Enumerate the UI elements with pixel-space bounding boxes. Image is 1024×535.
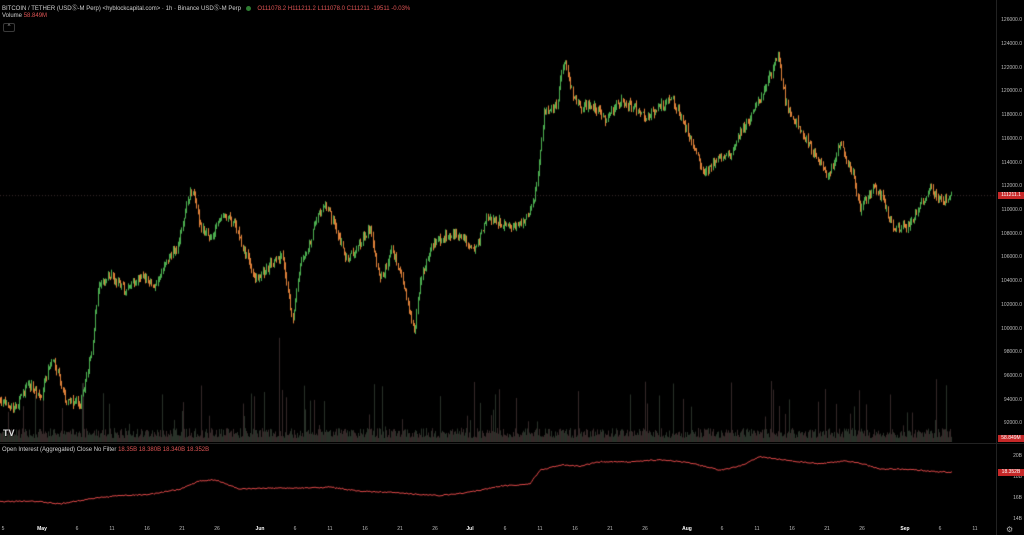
date-axis-label: 6 xyxy=(720,526,724,532)
symbol-title: BITCOIN / TETHER (USDⓈ-M Perp) <hyblockc… xyxy=(2,6,161,12)
date-axis-label: May xyxy=(37,526,47,532)
date-axis-label: 11 xyxy=(537,526,543,532)
date-axis-label: 26 xyxy=(432,526,438,532)
oi-label: Open Interest (Aggregated) Close No Filt… xyxy=(2,447,117,453)
price-axis-label: 100000.0 xyxy=(1001,325,1022,332)
volume-tag: 58.849M xyxy=(998,435,1024,442)
price-axis-label: 96000.0 xyxy=(1003,372,1022,379)
volume-value: 58.849M xyxy=(23,13,48,19)
price-axis-label: 120000.0 xyxy=(1001,88,1022,95)
date-axis-label: 16 xyxy=(362,526,368,532)
price-axis-label: 126000.0 xyxy=(1001,17,1022,24)
date-axis[interactable]: 5 May 6 11 16 21 26 Jun 6 11 16 21 26 Jul 6 11 16 21 26 Aug… xyxy=(0,525,996,535)
pane-divider[interactable] xyxy=(0,443,1024,444)
oi-axis-label: 16B xyxy=(1013,494,1022,501)
date-axis-label: 26 xyxy=(642,526,648,532)
price-axis-label: 98000.0 xyxy=(1003,349,1022,356)
date-axis-label: 21 xyxy=(607,526,613,532)
volume-legend: Volume 58.849M xyxy=(2,13,47,19)
oi-axis-label: 18B xyxy=(1013,473,1022,480)
price-axis-label: 122000.0 xyxy=(1001,64,1022,71)
price-axis-label: 116000.0 xyxy=(1001,135,1022,142)
date-axis-label: 11 xyxy=(754,526,760,532)
price-axis-label: 112000.0 xyxy=(1001,183,1022,190)
date-axis-label: 11 xyxy=(972,526,978,532)
date-axis-label: 26 xyxy=(214,526,220,532)
oi-current-tag: 18.352B xyxy=(998,468,1024,476)
date-axis-label: Sep xyxy=(900,526,910,532)
date-axis-label: 16 xyxy=(572,526,578,532)
symbol-legend: BITCOIN / TETHER (USDⓈ-M Perp) <hyblockc… xyxy=(2,6,411,12)
current-price-tag: 111211.1 xyxy=(998,192,1024,200)
price-axis-label: 106000.0 xyxy=(1001,254,1022,261)
oi-axis-label: 14B xyxy=(1013,515,1022,522)
date-axis-label: 21 xyxy=(179,526,185,532)
price-axis-label: 94000.0 xyxy=(1003,396,1022,403)
date-axis-label: Jul xyxy=(466,526,474,532)
oi-values: 18.35B 18.380B 18.340B 18.352B xyxy=(118,447,210,453)
date-axis-label: 6 xyxy=(293,526,297,532)
tradingview-logo[interactable]: TV xyxy=(3,428,15,438)
date-axis-label: 21 xyxy=(824,526,830,532)
price-axis[interactable]: 126000.0 124000.0 122000.0 120000.0 118000.0… xyxy=(996,0,1024,442)
interval-label: 1h xyxy=(165,6,173,12)
date-axis-label: 21 xyxy=(397,526,403,532)
date-axis-label: 11 xyxy=(109,526,115,532)
date-axis-label: 5 xyxy=(1,526,5,532)
oi-axis-label: 20B xyxy=(1013,452,1022,459)
exchange-label: Binance USDⓈ-M Perp xyxy=(177,6,241,12)
date-axis-label: 16 xyxy=(144,526,150,532)
date-axis-label: Jun xyxy=(255,526,265,532)
date-axis-label: 11 xyxy=(327,526,333,532)
price-chart[interactable] xyxy=(0,0,996,442)
oi-legend: Open Interest (Aggregated) Close No Filt… xyxy=(2,447,209,453)
price-axis-label: 108000.0 xyxy=(1001,230,1022,237)
price-axis-label: 92000.0 xyxy=(1003,420,1022,427)
price-axis-label: 114000.0 xyxy=(1001,159,1022,166)
axis-border xyxy=(996,0,997,535)
date-axis-label: 16 xyxy=(789,526,795,532)
date-axis-label: 6 xyxy=(938,526,942,532)
date-axis-label: 6 xyxy=(503,526,507,532)
price-axis-label: 104000.0 xyxy=(1001,278,1022,285)
collapse-legend-button[interactable]: ^ xyxy=(3,23,15,32)
price-axis-label: 102000.0 xyxy=(1001,301,1022,308)
open-interest-chart[interactable] xyxy=(0,445,996,525)
date-axis-label: 26 xyxy=(859,526,865,532)
oi-axis[interactable]: 20B 18B 16B 14B 18.352B xyxy=(996,445,1024,525)
gear-icon[interactable]: ⚙ xyxy=(1006,525,1014,534)
volume-label: Volume xyxy=(2,13,23,19)
date-axis-label: Aug xyxy=(682,526,692,532)
price-axis-label: 110000.0 xyxy=(1001,206,1022,213)
date-axis-label: 6 xyxy=(75,526,79,532)
ohlc-values: O111078.2 H111211.2 L111078.0 C111211 -1… xyxy=(257,6,411,12)
price-axis-label: 124000.0 xyxy=(1001,40,1022,47)
market-status-icon xyxy=(245,6,251,11)
price-axis-label: 118000.0 xyxy=(1001,112,1022,119)
